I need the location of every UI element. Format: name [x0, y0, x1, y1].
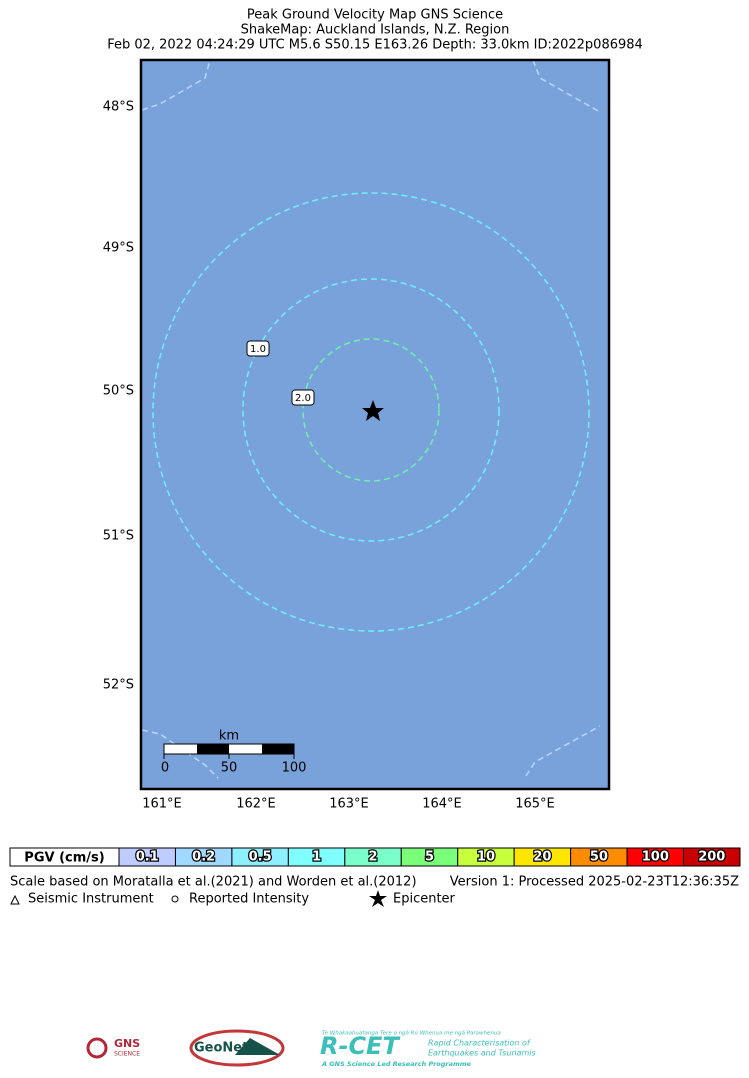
legend-symbol-label: Reported Intensity [189, 892, 309, 907]
instrument-symbol [10, 894, 20, 905]
legend-label: 100 [642, 850, 669, 865]
legend-label: 10 [477, 850, 495, 865]
gns-logo: GNS [114, 1037, 140, 1050]
contour-label-box [246, 340, 270, 357]
map-frame [139, 58, 611, 791]
rcet-line: Rapid Characterisation of [428, 1039, 531, 1048]
logos: GNS SCIENCE GeoNet Te Whakaahuatanga Ter… [86, 1029, 536, 1068]
epicenter-symbol [369, 890, 387, 907]
lat-label: 50°S [103, 384, 134, 399]
lat-label: 48°S [103, 100, 134, 115]
lat-label: 52°S [103, 678, 134, 693]
lon-label: 165°E [515, 797, 555, 812]
legend-swatch [683, 847, 741, 867]
gns-logo-mark [86, 1037, 108, 1059]
legend-title: PGV (cm/s) [24, 851, 104, 866]
geonet-ring [189, 1029, 285, 1067]
gns-logo-sub: SCIENCE [114, 1051, 140, 1058]
version: Version 1: Processed 2025-02-23T12:36:35… [450, 875, 739, 890]
contour [152, 192, 590, 632]
legend-label: 0.5 [249, 850, 272, 865]
lat-label: 49°S [103, 241, 134, 256]
rcet-logo: R-CET [320, 1032, 400, 1060]
legend-label: 0.1 [136, 850, 159, 865]
lon-label: 164°E [422, 797, 462, 812]
intensity-symbol [171, 895, 179, 903]
legend-label: 1 [312, 850, 321, 865]
contour-corner [532, 59, 601, 113]
legend-label: 50 [590, 850, 608, 865]
legend-label: 200 [698, 850, 725, 865]
legend-symbol-label: Epicenter [393, 892, 456, 907]
lon-label: 161°E [142, 797, 182, 812]
lat-label: 51°S [103, 529, 134, 544]
contour [242, 278, 500, 542]
subtitle: ShakeMap: Auckland Islands, N.Z. Region [241, 23, 510, 38]
geonet-logo: GeoNet [194, 1041, 248, 1056]
scale-bar [163, 743, 295, 759]
legend-label: 20 [533, 850, 551, 865]
lon-label: 162°E [236, 797, 276, 812]
scale-bar-segment [262, 744, 294, 754]
contour-label: 1.0 [250, 344, 266, 355]
legend-label: 5 [425, 850, 434, 865]
contour-corner [141, 59, 211, 111]
lon-label: 163°E [329, 797, 369, 812]
rcet-line: Earthquakes and Tsunamis [428, 1049, 536, 1058]
epicenter [362, 400, 384, 421]
title: Peak Ground Velocity Map GNS Science [247, 8, 503, 23]
legend-label: 2 [369, 850, 378, 865]
scale-unit: km [219, 729, 239, 744]
map-area [141, 60, 609, 789]
legend-symbol-label: Seismic Instrument [28, 892, 154, 907]
event-info: Feb 02, 2022 04:24:29 UTC M5.6 S50.15 E1… [107, 38, 643, 53]
rcet-top: Te Whakaahuatanga Tere o ngā Rū Whenua m… [322, 1031, 501, 1037]
contour-label: 2.0 [295, 393, 311, 404]
scale-note: Scale based on Moratalla et al.(2021) an… [10, 875, 417, 890]
scale-label: 50 [221, 761, 238, 776]
scale-label: 100 [282, 761, 307, 776]
contour-label-box [291, 389, 315, 406]
legend-label: 0.2 [192, 850, 215, 865]
rcet-bottom: A GNS Science Led Research Programme [321, 1060, 472, 1068]
contour-corner [525, 725, 601, 777]
scale-label: 0 [161, 761, 169, 776]
scale-bar-segment [197, 744, 229, 754]
geonet-mountain [235, 1038, 280, 1055]
legend: PGV (cm/s) 0.1 0.2 0.5 1 2 5 10 20 50 100 200 [9, 847, 741, 867]
contour [302, 338, 440, 482]
